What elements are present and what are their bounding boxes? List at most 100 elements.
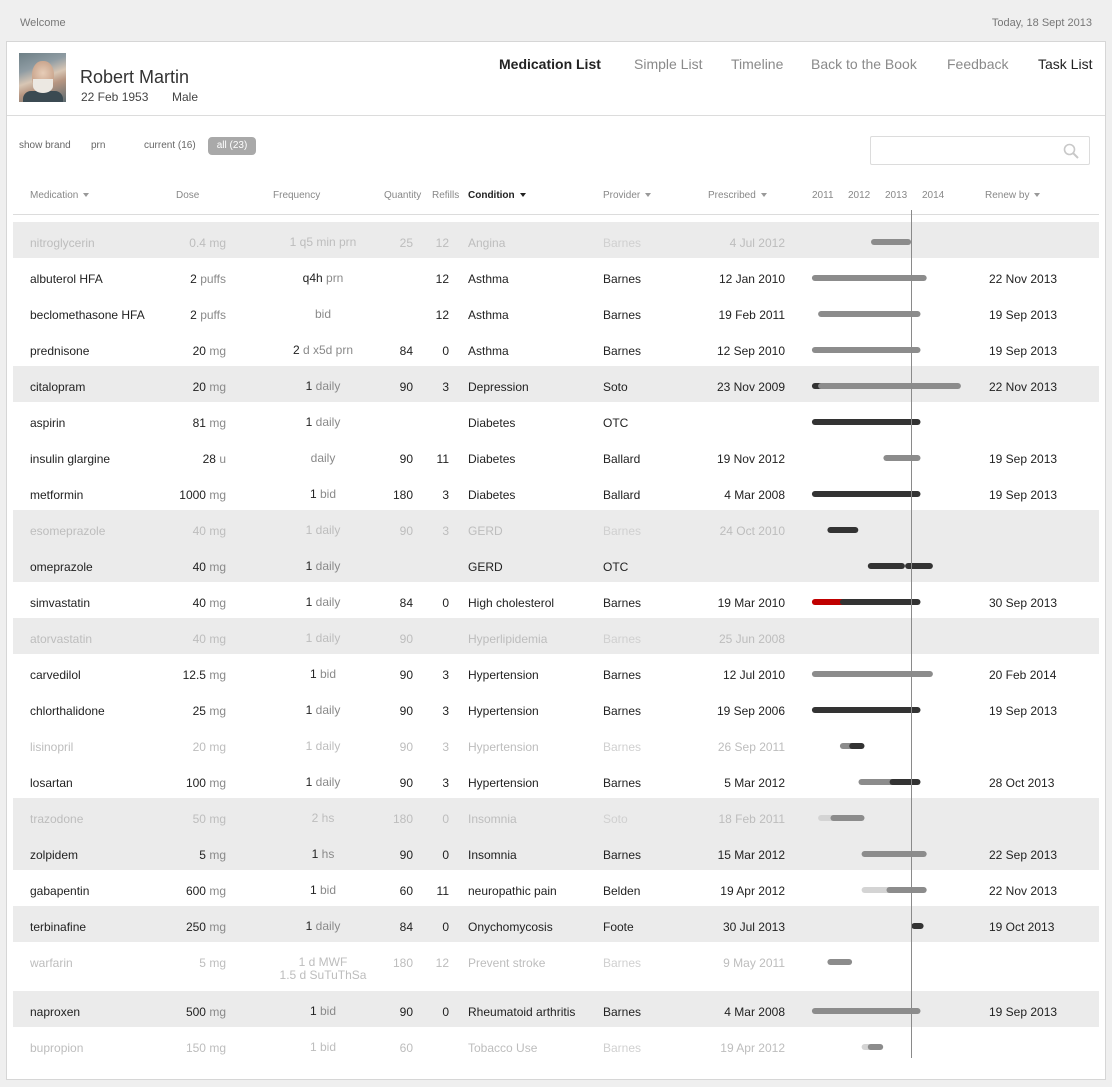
frequency-value: 1 daily	[305, 631, 341, 645]
condition-value: neuropathic pain	[468, 884, 557, 898]
refills-value: 3	[442, 380, 449, 394]
table-row[interactable]: gabapentin 600 mg 1 bid 60 11 neuropathic pai…	[13, 870, 1099, 906]
medication-name: chlorthalidone	[30, 704, 105, 718]
provider-value: Barnes	[603, 668, 642, 682]
col-provider[interactable]: Provider	[603, 190, 652, 201]
table-row[interactable]: simvastatin 40 mg 1 daily 84 0 High cholester…	[13, 582, 1099, 618]
refills-value: 3	[442, 488, 449, 502]
table-row[interactable]: beclomethasone HFA 2 puffs bid 12 Asthma Bar…	[13, 294, 1099, 330]
table-row[interactable]: nitroglycerin 0.4 mg 1 q5 min prn 25 12 Angin…	[13, 222, 1099, 258]
timeline-bars	[811, 707, 921, 713]
col-condition[interactable]: Condition	[468, 190, 526, 201]
col-quantity[interactable]: Quantity	[384, 190, 422, 201]
table-row[interactable]: citalopram 20 mg 1 daily 90 3 Depression Soto 2…	[13, 366, 1099, 402]
condition-value: Asthma	[468, 308, 509, 322]
patient-header: Robert Martin 22 Feb 1953 Male Medicatio…	[7, 42, 1105, 116]
frequency-value: 1 bid	[309, 1004, 337, 1018]
col-year-2014: 2014	[922, 190, 945, 201]
condition-value: Angina	[468, 236, 506, 250]
refills-value: 3	[442, 524, 449, 538]
table-row[interactable]: albuterol HFA 2 puffs q4h prn 12 Asthma Barne…	[13, 258, 1099, 294]
dose-value: 500 mg	[185, 1005, 226, 1019]
table-row[interactable]: carvedilol 12.5 mg 1 bid 90 3 Hypertension Bar…	[13, 654, 1099, 690]
renew-by-date: 22 Sep 2013	[989, 848, 1058, 862]
quantity-value: 84	[399, 596, 413, 610]
col-prescribed[interactable]: Prescribed	[708, 190, 767, 201]
provider-value: Belden	[603, 884, 641, 898]
renew-by-date: 19 Sep 2013	[989, 308, 1058, 322]
medication-name: losartan	[30, 776, 73, 790]
table-row[interactable]: trazodone 50 mg 2 hs 180 0 Insomnia Soto 18 Feb…	[13, 798, 1099, 834]
quantity-value: 60	[399, 884, 413, 898]
provider-value: Barnes	[603, 776, 642, 790]
patient-dob: 22 Feb 1953	[81, 90, 149, 104]
dose-value: 81 mg	[192, 416, 226, 430]
search-input[interactable]	[877, 137, 1057, 163]
table-row[interactable]: warfarin 5 mg 1 d MWF 1.5 d SuTuThSa 180 12 Pr…	[13, 942, 1099, 991]
timeline-bars	[13, 618, 1099, 654]
refills-value: 0	[442, 920, 449, 934]
table-row[interactable]: aspirin 81 mg 1 daily Diabetes OTC	[13, 402, 1099, 438]
current-filter[interactable]: current (16)	[144, 140, 196, 151]
frequency-value: 1 daily	[305, 919, 341, 933]
dose-value: 5 mg	[199, 848, 226, 862]
quantity-value: 90	[399, 848, 413, 862]
refills-value: 0	[442, 344, 449, 358]
table-row[interactable]: atorvastatin 40 mg 1 daily 90 Hyperlipidemia…	[13, 618, 1099, 654]
medication-name: citalopram	[30, 380, 86, 394]
table-row[interactable]: naproxen 500 mg 1 bid 90 0 Rheumatoid arthrit…	[13, 991, 1099, 1027]
prescribed-date: 18 Feb 2011	[718, 812, 786, 826]
col-medication[interactable]: Medication	[30, 190, 90, 201]
condition-value: Insomnia	[468, 848, 517, 862]
timeline-cell	[13, 510, 1099, 546]
timeline-cell	[13, 402, 1099, 438]
all-filter[interactable]: all (23)	[208, 137, 256, 155]
timeline-bars	[811, 671, 933, 677]
table-row[interactable]: esomeprazole 40 mg 1 daily 90 3 GERD Barnes 24 …	[13, 510, 1099, 546]
dose-value: 40 mg	[192, 596, 226, 610]
today-date: Today, 18 Sept 2013	[991, 17, 1092, 29]
quantity-value: 180	[392, 812, 413, 826]
renew-by-date: 19 Sep 2013	[989, 452, 1058, 466]
col-renew-by[interactable]: Renew by	[985, 190, 1041, 201]
provider-value: Barnes	[603, 272, 642, 286]
table-row[interactable]: lisinopril 20 mg 1 daily 90 3 Hypertension Bar…	[13, 726, 1099, 762]
refills-value: 3	[442, 704, 449, 718]
prn-toggle[interactable]: prn	[91, 140, 106, 151]
table-row[interactable]: chlorthalidone 25 mg 1 daily 90 3 Hypertensio…	[13, 690, 1099, 726]
table-row[interactable]: terbinafine 250 mg 1 daily 84 0 Onychomycosis…	[13, 906, 1099, 942]
table-row[interactable]: metformin 1000 mg 1 bid 180 3 Diabetes Ballard…	[13, 474, 1099, 510]
frequency-value: 2 hs	[311, 811, 335, 825]
frequency-value: bid	[314, 307, 331, 321]
renew-by-date: 19 Oct 2013	[989, 920, 1055, 934]
timeline-bars	[871, 239, 912, 245]
condition-value: Diabetes	[468, 416, 516, 430]
nav-medication-list[interactable]: Medication List	[499, 56, 601, 72]
medication-name: terbinafine	[30, 920, 87, 934]
table-row[interactable]: bupropion 150 mg 1 bid 60 Tobacco Use Barnes 1…	[13, 1027, 1099, 1063]
nav-simple-list[interactable]: Simple List	[634, 56, 703, 72]
nav-feedback[interactable]: Feedback	[947, 56, 1009, 72]
nav-task-list[interactable]: Task List	[1038, 56, 1093, 72]
prescribed-date: 5 Mar 2012	[724, 776, 785, 790]
frequency-value: 1 daily	[305, 559, 341, 573]
show-brand-toggle[interactable]: show brand	[19, 140, 71, 151]
table-row[interactable]: omeprazole 40 mg 1 daily GERD OTC	[13, 546, 1099, 582]
nav-back-to-the-book[interactable]: Back to the Book	[811, 56, 917, 72]
quantity-value: 90	[399, 452, 413, 466]
condition-value: Asthma	[468, 344, 509, 358]
col-dose[interactable]: Dose	[176, 190, 200, 201]
col-refills[interactable]: Refills	[432, 190, 460, 201]
table-row[interactable]: losartan 100 mg 1 daily 90 3 Hypertension Barn…	[13, 762, 1099, 798]
col-frequency[interactable]: Frequency	[273, 190, 321, 201]
frequency-value: 1 daily	[305, 523, 341, 537]
nav-timeline[interactable]: Timeline	[731, 56, 784, 72]
medication-name: gabapentin	[30, 884, 90, 898]
dose-value: 2 puffs	[190, 308, 226, 322]
table-row[interactable]: zolpidem 5 mg 1 hs 90 0 Insomnia Barnes 15 Mar …	[13, 834, 1099, 870]
renew-by-date: 22 Nov 2013	[989, 272, 1058, 286]
search-icon[interactable]	[1063, 143, 1079, 159]
table-row[interactable]: prednisone 20 mg 2 d x5d prn 84 0 Asthma Barne…	[13, 330, 1099, 366]
table-header: Medication Dose Frequency Quantity Refil…	[13, 182, 1099, 215]
table-row[interactable]: insulin glargine 28 u daily 90 11 Diabetes Ba…	[13, 438, 1099, 474]
